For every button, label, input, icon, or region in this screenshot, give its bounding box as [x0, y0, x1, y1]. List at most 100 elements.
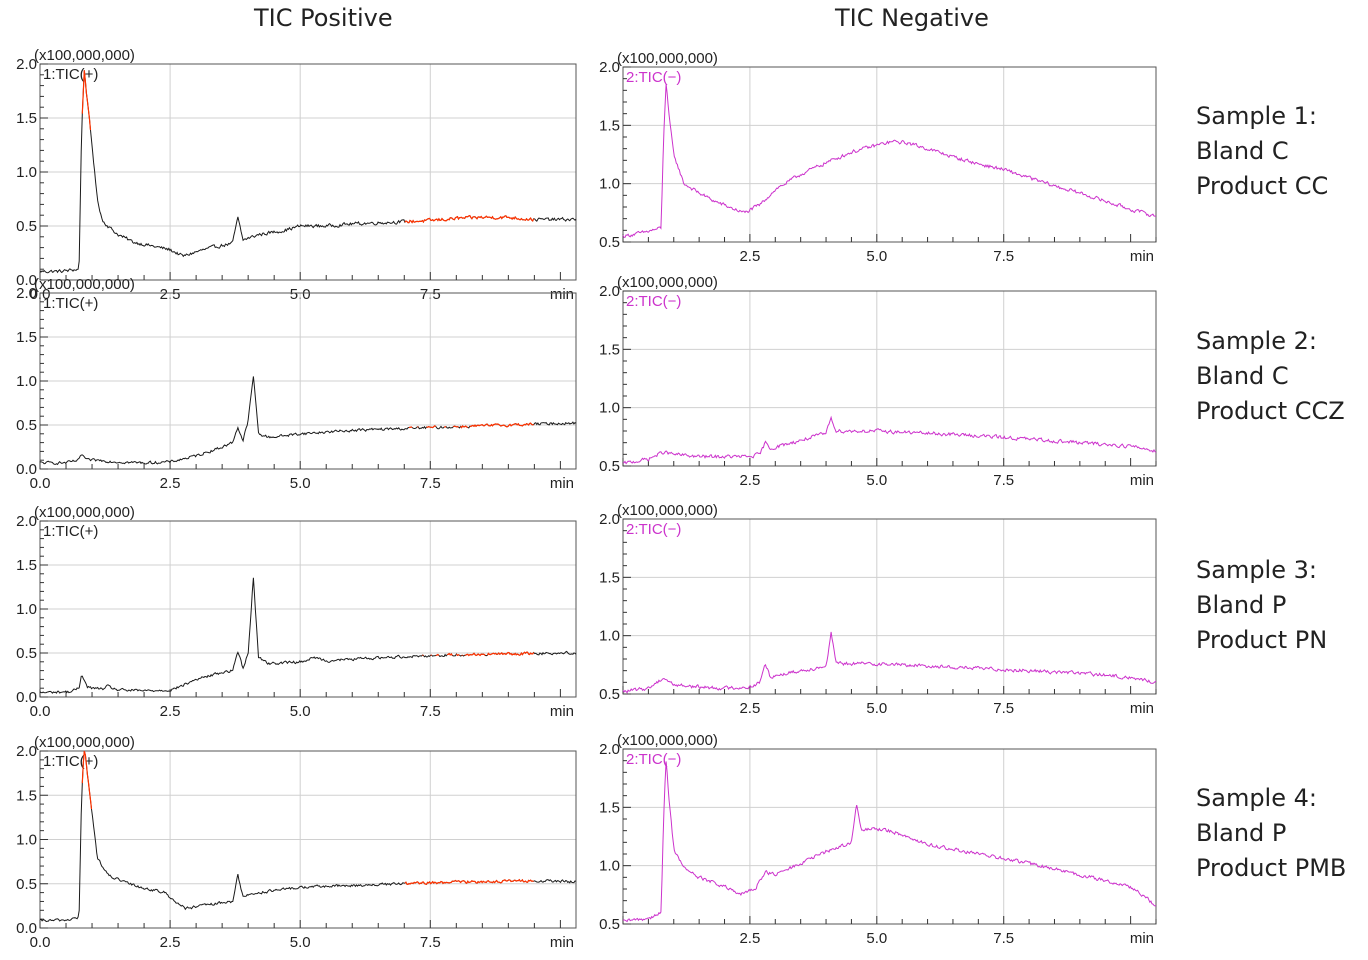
s3-neg-ytick-label-2: 1.5 — [599, 569, 620, 586]
s4-neg-plot-frame — [622, 748, 1157, 925]
sample-1-label: Sample 1: Bland C Product CC — [1196, 99, 1328, 204]
s4-pos-trace-line — [39, 750, 577, 923]
s2-neg-xtick-label-2: 7.5 — [993, 472, 1014, 489]
s4-neg-ytick-label-2: 1.5 — [599, 799, 620, 816]
sample-3-bland: Bland P — [1196, 591, 1287, 619]
s2-pos-trace-label: 1:TIC(+) — [43, 295, 98, 312]
s2-pos-trace-line — [39, 376, 577, 466]
s1-pos-trace-label: 1:TIC(+) — [43, 66, 98, 83]
s4-neg-scale-label: (x100,000,000) — [617, 732, 718, 749]
s1-neg-ytick-label-3: 2.0 — [599, 59, 620, 76]
s2-pos-saturated-segment — [469, 422, 534, 428]
s2-pos-saturated-segment — [426, 425, 437, 429]
s3-pos-saturated-segment — [455, 653, 460, 657]
sample-4-bland: Bland P — [1196, 819, 1287, 847]
s4-pos-xtick-label-2: 5.0 — [290, 934, 311, 951]
sample-3-name: Sample 3: — [1196, 556, 1317, 584]
s1-neg-ytick-label-1: 1.0 — [599, 176, 620, 193]
s3-pos-x-unit: min — [550, 703, 574, 720]
sample-4-label: Sample 4: Bland P Product PMB — [1196, 781, 1346, 886]
s3-pos-saturated-segment — [464, 652, 486, 657]
s3-pos-scale-label: (x100,000,000) — [34, 504, 135, 521]
s2-pos-xtick-label-1: 2.5 — [160, 475, 181, 492]
chromatogram-s3-neg: 2.5 5.0 7.5 min 0.5 1.0 1.5 2.0(x100,000,000) 2:… — [599, 502, 1157, 717]
chromatogram-s2-pos: 0.0 2.5 5.0 7.5 min 0.0 0.5 1.0 1.5 2.0(x100,000,… — [16, 276, 577, 492]
s3-pos-saturated-segment — [486, 651, 535, 656]
s1-pos-ytick-label-4: 2.0 — [16, 56, 37, 73]
s4-pos-scale-label: (x100,000,000) — [34, 734, 135, 751]
sample-2-bland: Bland C — [1196, 362, 1289, 390]
s4-neg-ytick-label-3: 2.0 — [599, 741, 620, 758]
s2-pos-ytick-label-4: 2.0 — [16, 285, 37, 302]
s4-neg-xtick-label-1: 5.0 — [866, 930, 887, 947]
s2-pos-xtick-label-0: 0.0 — [30, 475, 51, 492]
sample-2-product: Product CCZ — [1196, 397, 1345, 425]
s4-pos-trace-label: 1:TIC(+) — [43, 753, 98, 770]
s2-neg-xtick-label-0: 2.5 — [739, 472, 760, 489]
sample-1-name: Sample 1: — [1196, 102, 1317, 130]
s4-pos-xtick-label-0: 0.0 — [30, 934, 51, 951]
s2-neg-plot-frame — [622, 290, 1157, 467]
s3-pos-xtick-label-1: 2.5 — [160, 703, 181, 720]
s3-pos-saturated-segment — [435, 653, 440, 657]
title-tic-positive: TIC Positive — [254, 4, 393, 32]
s2-neg-xtick-label-1: 5.0 — [866, 472, 887, 489]
s2-pos-xtick-label-3: 7.5 — [420, 475, 441, 492]
s1-neg-xtick-label-2: 7.5 — [993, 248, 1014, 265]
s1-neg-xtick-label-0: 2.5 — [739, 248, 760, 265]
s2-neg-trace-line — [622, 415, 1157, 465]
sample-1-bland: Bland C — [1196, 137, 1289, 165]
s4-neg-ytick-label-1: 1.0 — [599, 858, 620, 875]
s2-pos-ytick-label-3: 1.5 — [16, 329, 37, 346]
s3-pos-ytick-label-1: 0.5 — [16, 645, 37, 662]
s1-pos-saturated-segment — [404, 214, 535, 224]
s3-neg-ytick-label-1: 1.0 — [599, 628, 620, 645]
s2-neg-x-unit: min — [1130, 472, 1154, 489]
s1-pos-saturated-segment — [81, 70, 92, 131]
s3-pos-trace-label: 1:TIC(+) — [43, 523, 98, 540]
s1-pos-ytick-label-0: 0.0 — [16, 272, 37, 289]
chromatogram-s1-neg: 2.5 5.0 7.5 min 0.5 1.0 1.5 2.0(x100,000,000) 2:… — [599, 50, 1157, 265]
s3-pos-trace-line — [39, 577, 577, 694]
s1-pos-x-unit: min — [550, 286, 574, 303]
chromatogram-s4-neg: 2.5 5.0 7.5 min 0.5 1.0 1.5 2.0(x100,000,000) 2:… — [599, 732, 1157, 947]
s2-pos-ytick-label-2: 1.0 — [16, 373, 37, 390]
s4-neg-trace-label: 2:TIC(−) — [626, 751, 681, 768]
s3-neg-xtick-label-2: 7.5 — [993, 700, 1014, 717]
s4-neg-xtick-label-0: 2.5 — [739, 930, 760, 947]
s4-neg-trace-line — [622, 761, 1157, 923]
chromatogram-s2-neg: 2.5 5.0 7.5 min 0.5 1.0 1.5 2.0(x100,000,000) 2:… — [599, 274, 1157, 489]
s1-pos-ytick-label-3: 1.5 — [16, 110, 37, 127]
s3-pos-saturated-segment — [446, 652, 453, 656]
s2-pos-ytick-label-1: 0.5 — [16, 417, 37, 434]
s3-neg-xtick-label-1: 5.0 — [866, 700, 887, 717]
s1-neg-ytick-label-0: 0.5 — [599, 234, 620, 251]
sample-2-name: Sample 2: — [1196, 327, 1317, 355]
s2-neg-ytick-label-2: 1.5 — [599, 341, 620, 358]
s2-pos-saturated-segment — [460, 425, 469, 429]
s4-pos-saturated-segment — [404, 878, 534, 886]
s3-pos-ytick-label-3: 1.5 — [16, 557, 37, 574]
s4-neg-x-unit: min — [1130, 930, 1154, 947]
chromatogram-s1-pos: 0.0 2.5 5.0 7.5 min0.00.51.01.52.0(x100,000,… — [16, 47, 577, 303]
s3-neg-ytick-label-3: 2.0 — [599, 511, 620, 528]
s1-pos-scale-label: (x100,000,000) — [34, 47, 135, 64]
s3-neg-trace-label: 2:TIC(−) — [626, 521, 681, 538]
s4-neg-ytick-label-0: 0.5 — [599, 916, 620, 933]
s3-neg-scale-label: (x100,000,000) — [617, 502, 718, 519]
s4-neg-xtick-label-2: 7.5 — [993, 930, 1014, 947]
sample-2-label: Sample 2: Bland C Product CCZ — [1196, 324, 1345, 429]
chromatogram-s3-pos: 0.0 2.5 5.0 7.5 min 0.0 0.5 1.0 1.5 2.0(x100,000,… — [16, 504, 577, 720]
s3-pos-ytick-label-2: 1.0 — [16, 601, 37, 618]
sample-3-product: Product PN — [1196, 626, 1328, 654]
s3-neg-plot-frame — [622, 518, 1157, 695]
s2-pos-xtick-label-2: 5.0 — [290, 475, 311, 492]
s1-neg-plot-frame — [622, 66, 1157, 243]
s2-pos-scale-label: (x100,000,000) — [34, 276, 135, 293]
s3-neg-trace-line — [622, 631, 1157, 694]
s2-pos-x-unit: min — [550, 475, 574, 492]
s4-pos-ytick-label-3: 1.5 — [16, 787, 37, 804]
s2-neg-ytick-label-3: 2.0 — [599, 283, 620, 300]
s4-pos-xtick-label-1: 2.5 — [160, 934, 181, 951]
s1-neg-scale-label: (x100,000,000) — [617, 50, 718, 67]
